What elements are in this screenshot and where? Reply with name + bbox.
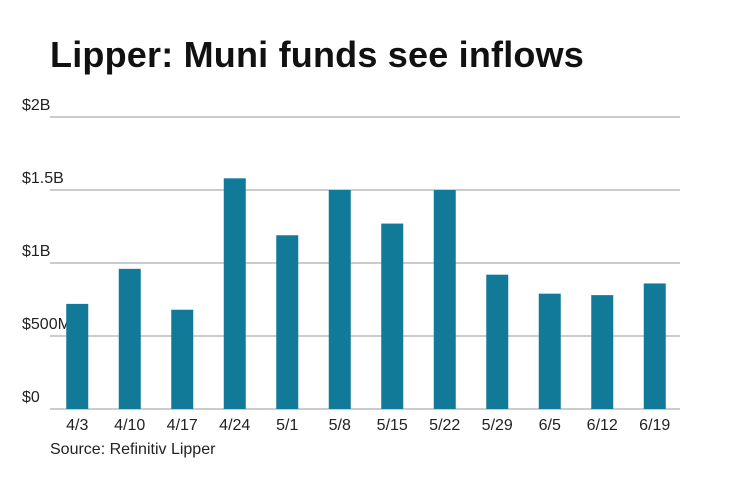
x-tick-label: 5/1 <box>276 417 298 434</box>
x-tick-label: 4/24 <box>219 417 250 434</box>
bar-5-1 <box>276 235 299 409</box>
x-tick-label: 6/19 <box>639 417 670 434</box>
bar-5-22 <box>433 190 456 409</box>
bar-5-29 <box>486 274 509 409</box>
bar-6-19 <box>643 283 666 409</box>
x-tick-label: 6/5 <box>539 417 561 434</box>
y-tick-label: $0 <box>22 389 40 406</box>
x-tick-label: 5/22 <box>429 417 460 434</box>
bar-4-24 <box>223 178 246 409</box>
y-tick-label: $1.5B <box>22 170 64 187</box>
x-tick-label: 6/12 <box>587 417 618 434</box>
gridlines <box>50 116 680 410</box>
x-tick-label: 5/15 <box>377 417 408 434</box>
bar-6-5 <box>538 293 561 409</box>
x-axis-tick-labels: 4/3 4/10 4/17 4/24 5/1 5/8 5/15 5/22 5/29 6/5 6/12… <box>66 417 670 434</box>
bars <box>66 178 666 409</box>
x-tick-label: 4/3 <box>66 417 88 434</box>
x-tick-label: 5/8 <box>329 417 351 434</box>
y-tick-label: $1B <box>22 243 50 260</box>
source-note: Source: Refinitiv Lipper <box>50 441 216 458</box>
x-tick-label: 4/10 <box>114 417 145 434</box>
bar-5-15 <box>381 223 404 409</box>
bar-6-12 <box>591 295 614 409</box>
bar-4-3 <box>66 303 89 409</box>
chart-title: Lipper: Muni funds see inflows <box>50 34 585 75</box>
bar-4-17 <box>171 309 194 409</box>
y-tick-label: $500M <box>22 316 71 333</box>
x-tick-label: 4/17 <box>167 417 198 434</box>
y-axis-tick-labels: $0 $500M $1B $1.5B $2B <box>22 97 71 406</box>
bar-4-10 <box>118 268 141 409</box>
y-tick-label: $2B <box>22 97 50 114</box>
bar-5-8 <box>328 190 351 409</box>
x-tick-label: 5/29 <box>482 417 513 434</box>
